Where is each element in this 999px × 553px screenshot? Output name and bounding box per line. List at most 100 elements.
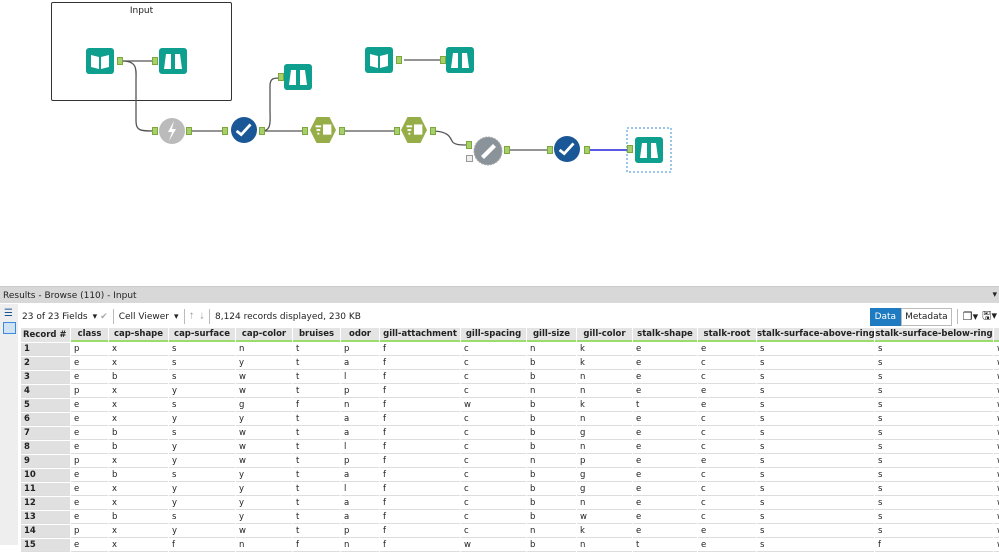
table-row[interactable]: 14pxywtpfcnkeessw: [21, 525, 999, 538]
table-cell[interactable]: n: [577, 385, 632, 398]
table-cell[interactable]: g: [577, 427, 632, 440]
table-cell[interactable]: s: [757, 455, 874, 468]
table-cell[interactable]: l: [341, 441, 379, 454]
table-cell[interactable]: p: [341, 385, 379, 398]
table-cell[interactable]: t: [293, 371, 340, 384]
table-cell[interactable]: e: [633, 371, 697, 384]
table-cell[interactable]: s: [875, 413, 993, 426]
browse-tool-icon[interactable]: [159, 48, 187, 74]
output-anchor[interactable]: [504, 146, 510, 154]
table-cell[interactable]: e: [71, 399, 108, 412]
table-cell[interactable]: e: [633, 385, 697, 398]
table-cell[interactable]: w: [236, 441, 292, 454]
record-number[interactable]: 8: [21, 441, 70, 454]
table-cell[interactable]: k: [577, 399, 632, 412]
table-cell[interactable]: t: [293, 483, 340, 496]
chevron-down-icon[interactable]: ▾: [173, 311, 179, 322]
output-anchor[interactable]: [339, 127, 345, 135]
table-cell[interactable]: s: [169, 371, 235, 384]
table-cell[interactable]: b: [527, 399, 576, 412]
table-row[interactable]: 3ebswtlfcbnecssw: [21, 371, 999, 384]
table-cell[interactable]: b: [527, 497, 576, 510]
table-cell[interactable]: e: [633, 427, 697, 440]
table-cell[interactable]: b: [527, 427, 576, 440]
table-cell[interactable]: s: [875, 371, 993, 384]
table-cell[interactable]: c: [461, 427, 526, 440]
table-cell[interactable]: s: [875, 511, 993, 524]
metadata-tab[interactable]: Metadata: [901, 307, 952, 326]
table-cell[interactable]: p: [71, 385, 108, 398]
table-cell[interactable]: f: [380, 413, 460, 426]
table-cell[interactable]: f: [380, 455, 460, 468]
table-cell[interactable]: s: [875, 427, 993, 440]
table-cell[interactable]: s: [757, 511, 874, 524]
column-header[interactable]: stalk-surface-above-ring: [757, 328, 874, 342]
table-cell[interactable]: e: [633, 525, 697, 538]
table-cell[interactable]: s: [875, 357, 993, 370]
table-cell[interactable]: n: [527, 525, 576, 538]
table-cell[interactable]: y: [169, 483, 235, 496]
input-anchor[interactable]: [440, 56, 446, 64]
table-cell[interactable]: e: [633, 441, 697, 454]
table-cell[interactable]: e: [71, 483, 108, 496]
checker-tool-icon[interactable]: [230, 117, 258, 143]
record-number[interactable]: 2: [21, 357, 70, 370]
column-header[interactable]: stalk-surface-below-ring: [875, 328, 993, 342]
lightning-tool-icon[interactable]: [158, 118, 186, 144]
column-header[interactable]: gill-color: [577, 328, 632, 342]
table-cell[interactable]: f: [380, 371, 460, 384]
table-cell[interactable]: g: [577, 469, 632, 482]
table-row[interactable]: 1pxsntpfcnkeessw: [21, 343, 999, 356]
checker-tool-icon[interactable]: [553, 136, 581, 162]
table-cell[interactable]: x: [109, 455, 168, 468]
table-cell[interactable]: t: [293, 413, 340, 426]
table-cell[interactable]: c: [461, 497, 526, 510]
table-cell[interactable]: w: [994, 497, 999, 510]
table-cell[interactable]: w: [994, 427, 999, 440]
input-container[interactable]: Input: [51, 2, 232, 101]
table-cell[interactable]: w: [236, 427, 292, 440]
table-cell[interactable]: f: [380, 469, 460, 482]
input-anchor[interactable]: [278, 73, 284, 81]
table-cell[interactable]: f: [380, 343, 460, 356]
table-cell[interactable]: c: [698, 441, 756, 454]
input-anchor[interactable]: [547, 146, 553, 154]
table-cell[interactable]: f: [380, 427, 460, 440]
table-cell[interactable]: e: [71, 427, 108, 440]
table-cell[interactable]: y: [169, 413, 235, 426]
table-cell[interactable]: c: [461, 343, 526, 356]
table-cell[interactable]: p: [341, 455, 379, 468]
table-cell[interactable]: s: [169, 511, 235, 524]
table-cell[interactable]: y: [169, 497, 235, 510]
record-number[interactable]: 1: [21, 343, 70, 356]
output-anchor[interactable]: [584, 146, 590, 154]
table-cell[interactable]: b: [527, 469, 576, 482]
table-cell[interactable]: w: [461, 539, 526, 552]
record-number[interactable]: 14: [21, 525, 70, 538]
dropdown-icon[interactable]: ▾: [992, 290, 997, 300]
table-cell[interactable]: c: [461, 511, 526, 524]
table-cell[interactable]: y: [236, 469, 292, 482]
arrow-down-icon[interactable]: ⭣: [199, 311, 204, 322]
table-cell[interactable]: n: [577, 497, 632, 510]
viewer-selector[interactable]: Cell Viewer: [118, 311, 169, 322]
column-header[interactable]: stalk-shape: [633, 328, 697, 342]
table-cell[interactable]: f: [169, 539, 235, 552]
table-cell[interactable]: s: [169, 357, 235, 370]
record-number[interactable]: 5: [21, 399, 70, 412]
input-anchor[interactable]: [222, 127, 228, 135]
browse-tool-icon[interactable]: [635, 137, 663, 163]
record-number[interactable]: 10: [21, 469, 70, 482]
table-cell[interactable]: e: [71, 497, 108, 510]
table-cell[interactable]: n: [577, 371, 632, 384]
chevron-down-icon[interactable]: ▾: [92, 311, 98, 322]
table-cell[interactable]: b: [109, 371, 168, 384]
table-cell[interactable]: t: [293, 455, 340, 468]
table-cell[interactable]: p: [341, 525, 379, 538]
input-anchor[interactable]: [302, 127, 308, 135]
table-cell[interactable]: c: [698, 371, 756, 384]
table-cell[interactable]: k: [577, 343, 632, 356]
table-cell[interactable]: x: [109, 399, 168, 412]
table-cell[interactable]: s: [757, 539, 874, 552]
table-cell[interactable]: c: [461, 469, 526, 482]
